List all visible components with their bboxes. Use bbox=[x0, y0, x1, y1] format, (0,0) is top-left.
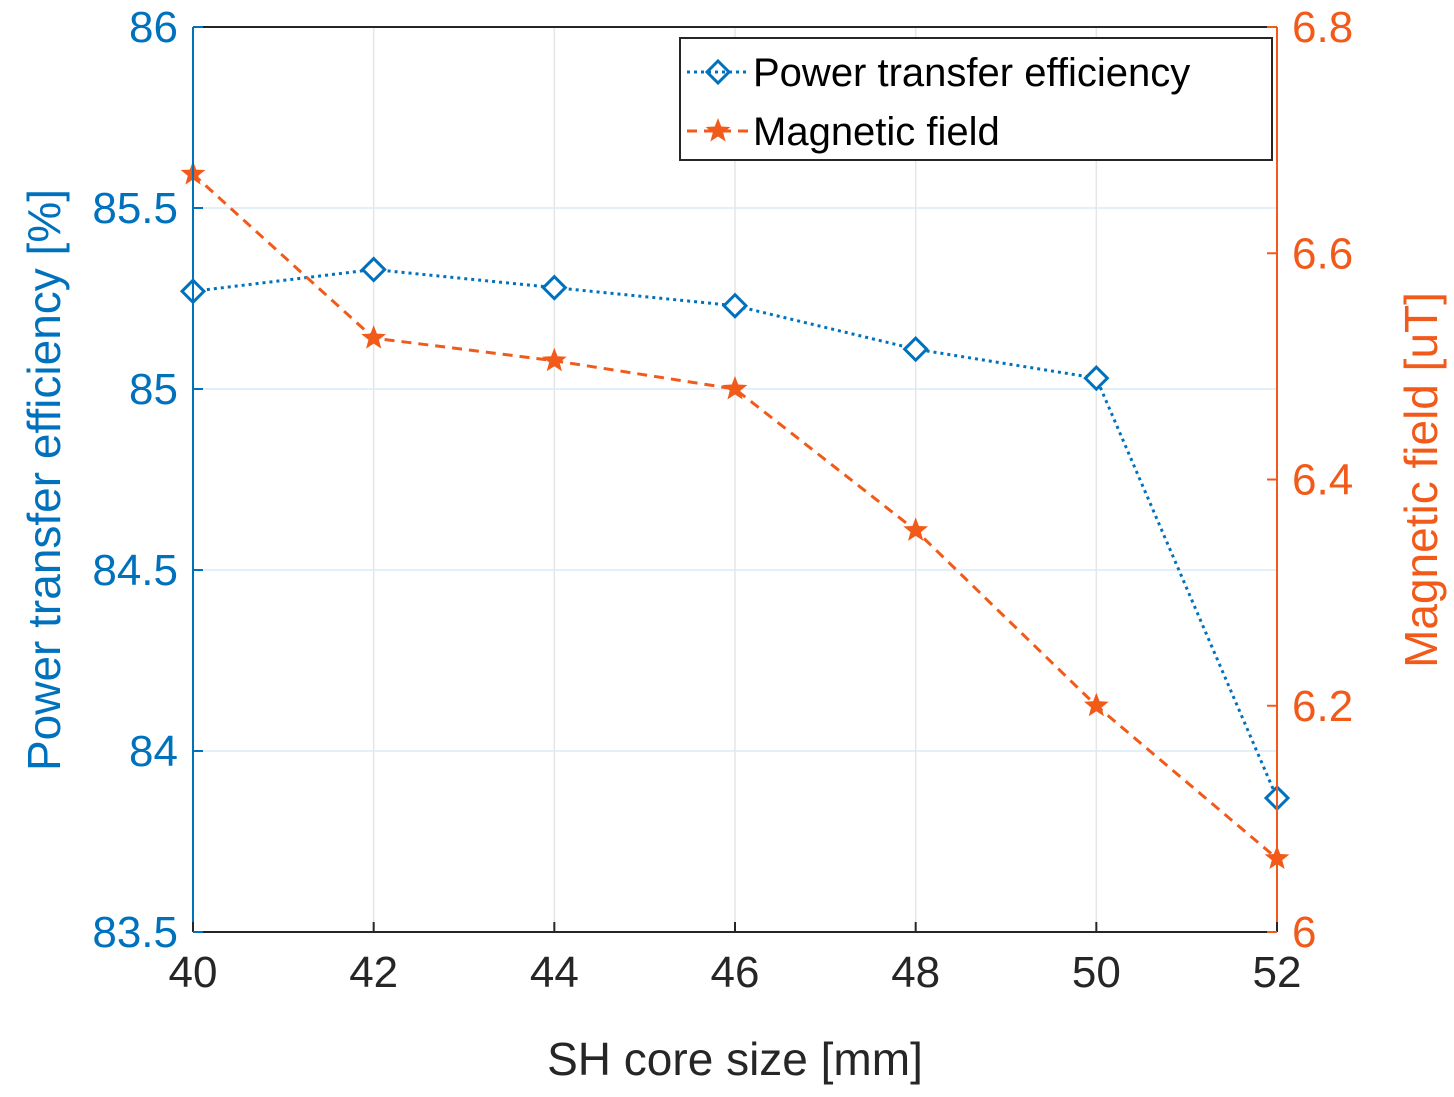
x-tick-label: 52 bbox=[1253, 948, 1302, 997]
left-axis-title: Power transfer efficiency [%] bbox=[18, 189, 70, 771]
left-tick-label: 84.5 bbox=[92, 546, 178, 595]
data-point-star bbox=[903, 517, 929, 541]
left-tick-label: 85 bbox=[129, 365, 178, 414]
legend-label-power: Power transfer efficiency bbox=[753, 51, 1190, 95]
right-tick-label: 6.2 bbox=[1292, 682, 1353, 731]
x-tick-label: 40 bbox=[169, 948, 218, 997]
data-point-star bbox=[361, 325, 387, 349]
data-point-diamond bbox=[541, 274, 568, 301]
data-point-star bbox=[541, 347, 567, 372]
right-tick-label: 6.8 bbox=[1292, 3, 1353, 52]
right-axis-title: Magnetic field [uT] bbox=[1395, 292, 1447, 668]
data-point-star bbox=[722, 376, 748, 400]
x-tick-label: 48 bbox=[891, 948, 940, 997]
legend-box bbox=[679, 37, 1273, 161]
left-tick-label: 86 bbox=[129, 3, 178, 52]
data-point-diamond bbox=[721, 292, 749, 319]
left-tick-label: 85.5 bbox=[92, 184, 178, 233]
left-tick-label: 84 bbox=[129, 727, 178, 776]
right-tick-label: 6.6 bbox=[1292, 229, 1353, 278]
x-axis-title: SH core size [mm] bbox=[547, 1033, 923, 1085]
legend-diamond-marker bbox=[704, 58, 732, 86]
axis-ticks: 40 42 44 46 48 50 52 83.5 84 84.5 85 85.5 86 6 6.2 6.4 6… bbox=[92, 3, 1353, 997]
x-tick-label: 46 bbox=[711, 948, 760, 997]
x-tick-label: 44 bbox=[530, 948, 579, 997]
legend-label-magnetic: Magnetic field bbox=[753, 110, 1000, 154]
data-point-diamond bbox=[360, 256, 387, 283]
legend-star-marker bbox=[705, 118, 731, 142]
left-tick-label: 83.5 bbox=[92, 908, 178, 957]
data-point-star bbox=[1083, 692, 1109, 717]
grid-lines bbox=[192, 26, 1278, 933]
data-point-diamond bbox=[1083, 365, 1110, 392]
data-point-diamond bbox=[902, 336, 929, 363]
x-tick-label: 42 bbox=[349, 948, 398, 997]
x-tick-label: 50 bbox=[1072, 948, 1121, 997]
right-tick-label: 6 bbox=[1292, 908, 1316, 957]
right-tick-label: 6.4 bbox=[1292, 456, 1353, 505]
legend: Power transfer efficiency Magnetic field bbox=[679, 37, 1273, 161]
